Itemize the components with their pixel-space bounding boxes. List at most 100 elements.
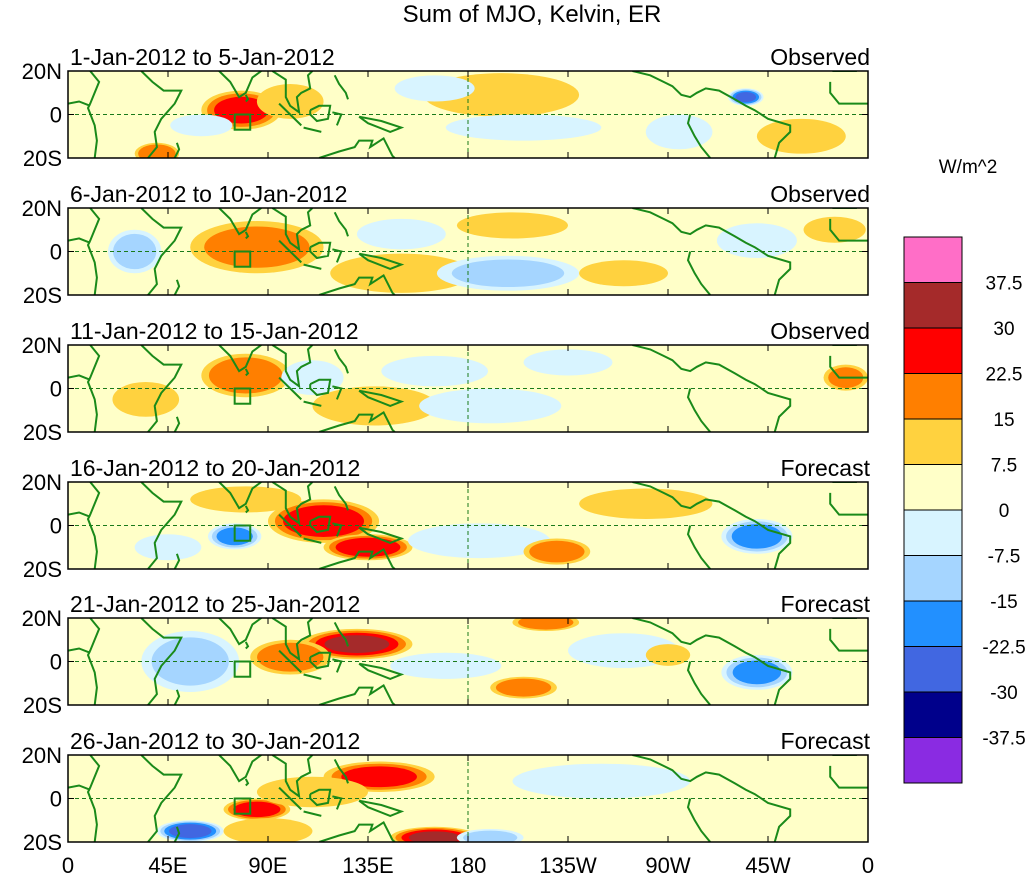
- map-panel-4: 20N 0 20S 16-Jan-2012 to 20-Jan-2012 Forecas…: [22, 455, 871, 582]
- coastline: [140, 71, 183, 158]
- coastline: [358, 252, 405, 270]
- coastline: [68, 647, 91, 654]
- y-tick-label: 20N: [22, 470, 62, 495]
- coastline: [278, 513, 303, 538]
- colorbar-tick-label: 7.5: [991, 456, 1017, 477]
- coastline: [86, 71, 101, 158]
- anomaly-contour: [394, 75, 475, 102]
- y-tick-label: 0: [50, 650, 62, 675]
- coastline: [68, 237, 91, 244]
- y-tick-label: 0: [50, 240, 62, 265]
- reference-box: [233, 797, 252, 815]
- reference-box: [233, 524, 252, 542]
- colorbar-swatch: [903, 327, 963, 374]
- anomaly-contour: [756, 118, 846, 154]
- anomaly-contour: [579, 488, 713, 519]
- colorbar-swatch: [903, 646, 963, 693]
- x-tick-label: 135E: [342, 853, 393, 878]
- coastline: [68, 511, 91, 518]
- coastline: [309, 515, 332, 534]
- anomaly-contour: [381, 355, 488, 387]
- colorbar-tick-label: 30: [993, 319, 1014, 340]
- colorbar-swatch: [903, 509, 963, 556]
- coastline: [303, 263, 322, 270]
- anomaly-contour: [390, 652, 502, 679]
- coastline: [173, 416, 181, 432]
- colorbar-swatch: [903, 737, 963, 784]
- anomaly-contour: [512, 763, 691, 799]
- panel-date-range: 26-Jan-2012 to 30-Jan-2012: [70, 728, 360, 754]
- coastline: [271, 482, 314, 526]
- coastline: [278, 239, 303, 264]
- coastline: [86, 618, 101, 705]
- coastline: [271, 618, 314, 662]
- coastline: [333, 485, 349, 511]
- coastline: [218, 208, 262, 236]
- colorbar-swatch: [903, 418, 963, 465]
- anomaly-contour: [716, 223, 797, 259]
- coastline: [829, 765, 868, 789]
- coastline: [244, 641, 250, 650]
- coastline: [173, 826, 181, 842]
- colorbar-tick-label: 0: [999, 501, 1010, 522]
- coastline: [829, 355, 868, 379]
- coastline: [686, 525, 711, 569]
- anomaly-contour: [529, 540, 585, 563]
- coastline: [278, 786, 303, 811]
- y-tick-label: 20S: [23, 830, 62, 855]
- coastline: [358, 115, 405, 133]
- map-panel-6: 20N 0 20S 26-Jan-2012 to 30-Jan-2012 Forecas…: [22, 728, 871, 855]
- coastline: [68, 100, 91, 107]
- colorbar-units-label: W/m^2: [939, 157, 998, 178]
- coastline: [140, 755, 183, 842]
- anomaly-contour: [463, 830, 518, 842]
- anomaly-contour: [408, 523, 551, 559]
- anomaly-contour: [324, 635, 390, 653]
- coastline: [244, 94, 250, 103]
- coastline: [278, 102, 303, 127]
- y-tick-label: 0: [50, 514, 62, 539]
- coastline: [271, 208, 314, 252]
- anomaly-contour: [445, 114, 602, 141]
- x-axis: 0 45E 90E 135E 180 135W 90W 45W 0: [62, 853, 874, 878]
- anomaly-contour: [495, 678, 552, 697]
- coastline: [68, 374, 91, 381]
- coastline: [303, 126, 322, 133]
- reference-box: [233, 113, 252, 131]
- x-tick-label: 45W: [745, 853, 790, 878]
- coastline: [358, 389, 405, 407]
- anomaly-contour: [281, 360, 344, 396]
- anomaly-contour: [456, 212, 568, 239]
- coastline: [686, 798, 711, 842]
- x-tick-label: 45E: [148, 853, 187, 878]
- coastline: [173, 689, 181, 705]
- coastline: [303, 537, 322, 544]
- coastline: [632, 71, 792, 158]
- map-panel-1: 20N 0 20S 1-Jan-2012 to 5-Jan-2012 Observed: [22, 44, 870, 171]
- coastline: [140, 208, 183, 295]
- anomaly-contour: [451, 259, 565, 288]
- anomaly-contour: [518, 618, 574, 630]
- y-tick-label: 20N: [22, 196, 62, 221]
- coastline: [309, 788, 332, 807]
- anomaly-contour: [523, 349, 613, 376]
- coastline: [686, 114, 711, 158]
- coastline: [140, 345, 183, 432]
- coastline: [829, 218, 868, 242]
- panel-kind-label: Forecast: [781, 591, 871, 617]
- coastline: [333, 758, 349, 784]
- colorbar: W/m^2 37.5 30 22.5 15 7.5 0 -7.5 -15 -22.5 -30 -37…: [903, 157, 1026, 784]
- coastline: [632, 755, 792, 842]
- coastline: [333, 211, 349, 237]
- y-tick-label: 20N: [22, 333, 62, 358]
- anomaly-contour: [204, 226, 310, 268]
- y-tick-label: 0: [50, 787, 62, 812]
- coastline: [829, 492, 868, 516]
- coastline: [244, 231, 250, 240]
- coastline: [358, 526, 405, 544]
- panel-kind-label: Observed: [770, 318, 870, 344]
- anomaly-contour: [735, 92, 757, 103]
- anomaly-contour: [330, 253, 473, 293]
